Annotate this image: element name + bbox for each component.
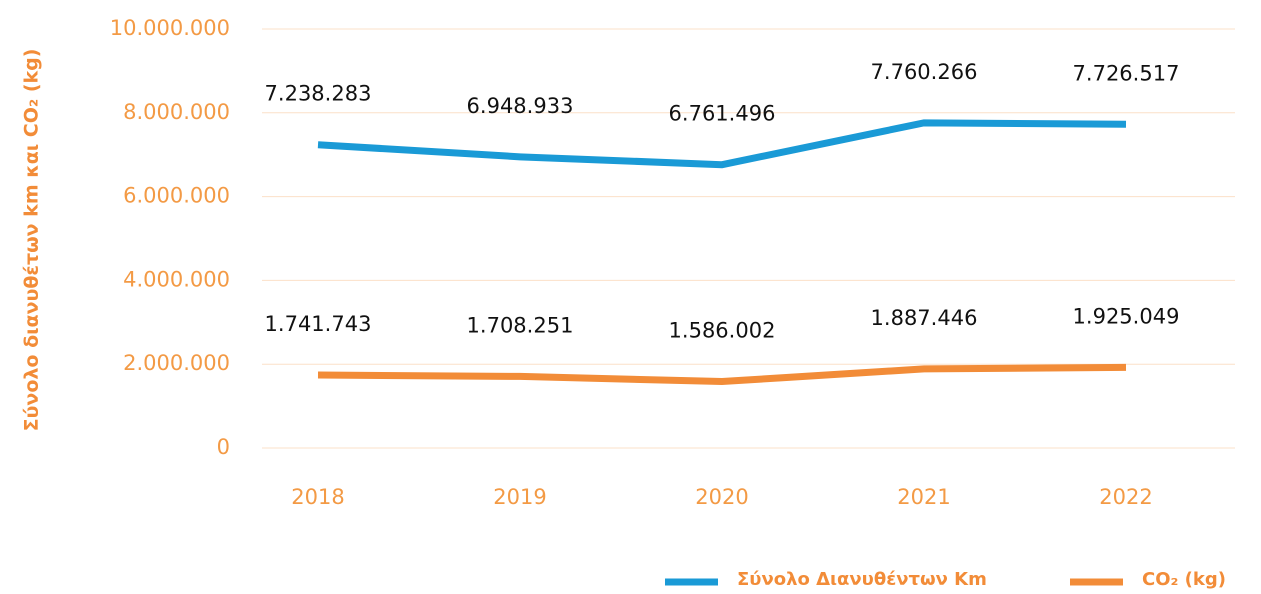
series-line	[317, 363, 1127, 386]
data-label: 6.761.496	[669, 102, 776, 126]
x-tick-label: 2021	[897, 485, 950, 509]
data-label: 1.887.446	[871, 306, 978, 330]
data-label: 1.708.251	[467, 313, 574, 337]
data-label: 7.760.266	[871, 60, 978, 84]
legend-label: CO₂ (kg)	[1142, 569, 1226, 590]
x-tick-label: 2022	[1099, 485, 1152, 509]
data-label: 6.948.933	[467, 94, 574, 118]
y-tick-label: 0	[217, 435, 230, 459]
y-tick-label: 6.000.000	[123, 184, 230, 208]
series-line	[317, 119, 1127, 169]
data-label: 1.925.049	[1073, 304, 1180, 328]
y-tick-label: 8.000.000	[123, 100, 230, 124]
y-tick-label: 10.000.000	[110, 16, 230, 40]
x-tick-label: 2020	[695, 485, 748, 509]
x-tick-label: 2018	[291, 485, 344, 509]
y-tick-label: 4.000.000	[123, 267, 230, 291]
data-label: 7.238.283	[265, 82, 372, 106]
y-axis-title: Σύνολο διανυθέτων km και CO₂ (kg)	[21, 49, 43, 432]
legend-label: Σύνολο Διανυθέντων Km	[737, 569, 987, 590]
data-label: 1.586.002	[669, 319, 776, 343]
y-tick-label: 2.000.000	[123, 351, 230, 375]
data-label: 7.726.517	[1073, 61, 1180, 85]
x-tick-label: 2019	[493, 485, 546, 509]
data-label: 1.741.743	[265, 312, 372, 336]
